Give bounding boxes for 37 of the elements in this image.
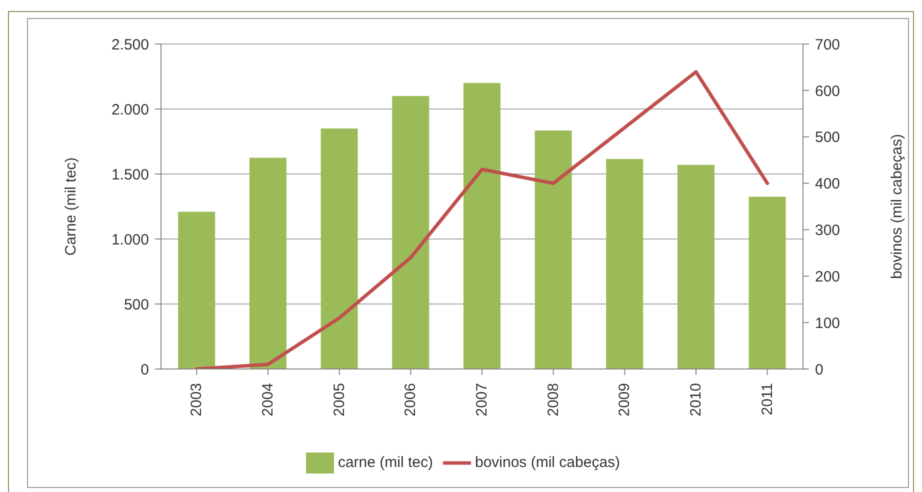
y2-tick-label: 300: [815, 222, 840, 240]
y-tick-label: 2.500: [111, 36, 149, 54]
bar: [606, 159, 644, 369]
y-tick-label: 500: [124, 296, 149, 314]
bar: [677, 164, 714, 369]
x-tick-label: 2009: [616, 383, 634, 416]
y2-tick-label: 0: [815, 361, 824, 378]
bar: [178, 212, 216, 369]
y2-tick-label: 400: [815, 176, 840, 193]
bar: [249, 158, 286, 369]
line-series: [194, 70, 770, 369]
y-tick-label: 2.000: [111, 101, 149, 118]
y2-tick-label: 100: [815, 314, 840, 332]
legend-label: bovinos (mil cabeças): [474, 454, 620, 471]
y-tick-label: 0: [140, 361, 149, 378]
x-tick-label: 2011: [758, 383, 776, 416]
bar: [320, 128, 358, 369]
x-tick-label: 2010: [688, 383, 704, 416]
bar: [463, 83, 500, 369]
x-tick-label: 2003: [188, 383, 206, 416]
y2-tick-label: 600: [815, 82, 840, 100]
x-tick-label: 2005: [330, 383, 348, 416]
bar: [534, 130, 572, 369]
bar: [392, 96, 430, 369]
y2-tick-label: 200: [815, 268, 840, 286]
y-tick-label: 1.000: [111, 231, 149, 248]
x-tick-label: 2006: [402, 383, 420, 416]
x-tick-label: 2007: [474, 383, 490, 416]
y2-tick-label: 500: [815, 129, 840, 146]
x-tick-label: 2004: [260, 383, 276, 416]
y-tick-label: 1.500: [111, 166, 149, 184]
bar: [748, 196, 786, 369]
legend-label: carne (mil tec): [338, 454, 433, 471]
y-axis-title: Carne (mil tec): [62, 157, 80, 256]
y2-axis-title: bovinos (mil cabeças): [888, 134, 906, 280]
y2-tick-label: 700: [815, 36, 840, 54]
x-tick-label: 2008: [544, 383, 562, 416]
